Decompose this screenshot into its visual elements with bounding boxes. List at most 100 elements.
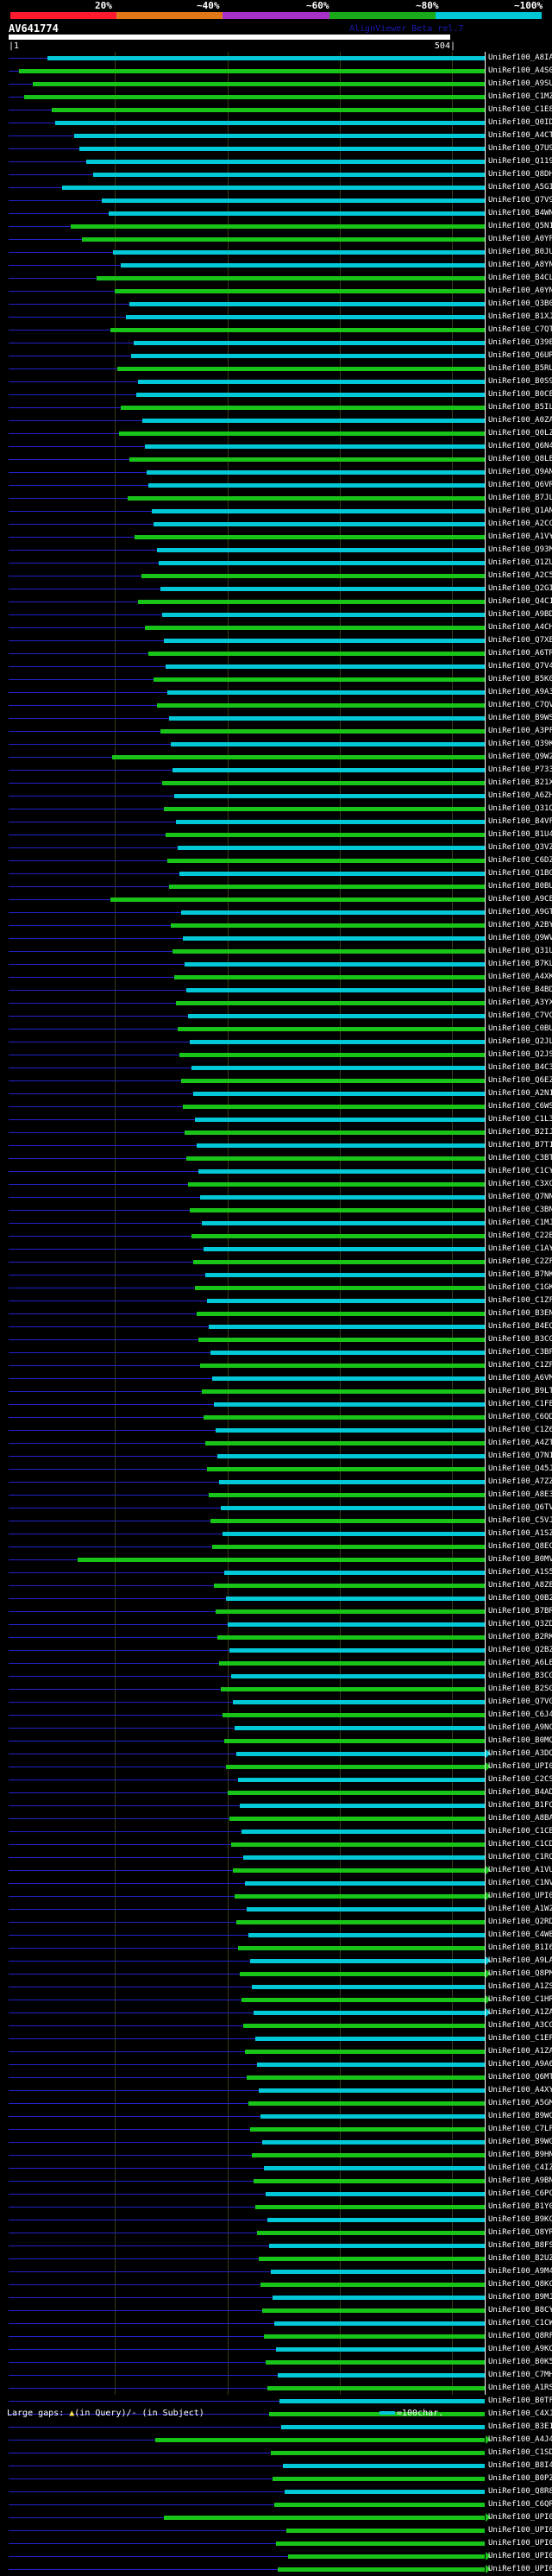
hit-bar[interactable]	[262, 2140, 485, 2145]
hit-accession-label[interactable]: UniRef100_Q8DHS5	[488, 170, 552, 179]
hit-row[interactable]: UniRef100_Q6TV44	[0, 1502, 552, 1515]
hit-bar[interactable]	[174, 975, 485, 979]
hit-bar[interactable]	[205, 1273, 485, 1277]
hit-bar[interactable]	[214, 1402, 485, 1407]
hit-bar[interactable]	[286, 2529, 485, 2533]
hit-bar[interactable]	[255, 2205, 485, 2209]
hit-row[interactable]: UniRef100_B5RUG3	[0, 362, 552, 375]
hit-row[interactable]: UniRef100_C1CY2A	[0, 1165, 552, 1178]
hit-row[interactable]: UniRef100_B5K0HL	[0, 673, 552, 686]
hit-row[interactable]: UniRef100_C1CDK6	[0, 1838, 552, 1851]
hit-bar[interactable]	[178, 1027, 485, 1031]
hit-accession-label[interactable]: UniRef100_A3PFX6	[488, 727, 552, 735]
hit-accession-label[interactable]: UniRef100_Q3ZDM9	[488, 1620, 552, 1628]
hit-accession-label[interactable]: UniRef100_B9HNK1	[488, 2151, 552, 2159]
hit-accession-label[interactable]: UniRef100_C0BUE2	[488, 1024, 552, 1033]
hit-accession-label[interactable]: UniRef100_C6J4N8	[488, 1710, 552, 1719]
hit-accession-label[interactable]: UniRef100_B0MVUK	[488, 1555, 552, 1564]
hit-accession-label[interactable]: UniRef100_B9WCM3	[488, 2112, 552, 2120]
hit-accession-label[interactable]: UniRef100_A6TR6	[488, 649, 552, 658]
hit-accession-label[interactable]: UniRef100_UPI000…	[488, 1762, 552, 1771]
hit-row[interactable]: UniRef100_A4ZT13	[0, 1437, 552, 1450]
hit-bar[interactable]	[164, 639, 485, 643]
hit-row[interactable]: UniRef100_Q39EY9	[0, 337, 552, 350]
hit-bar[interactable]	[176, 820, 485, 824]
hit-bar[interactable]	[157, 703, 485, 708]
hit-row[interactable]: UniRef100_C1ZPZ6S	[0, 1359, 552, 1372]
hit-row[interactable]: UniRef100_B9KCH4	[0, 2214, 552, 2226]
hit-row[interactable]: UniRef100_A8BAHVL	[0, 1812, 552, 1825]
hit-accession-label[interactable]: UniRef100_C7VCD1	[488, 1011, 552, 1020]
hit-row[interactable]: UniRef100_A4XK5A	[0, 971, 552, 984]
hit-bar[interactable]	[135, 535, 485, 539]
hit-bar[interactable]	[278, 2567, 485, 2572]
hit-bar[interactable]	[204, 1415, 485, 1420]
hit-accession-label[interactable]: UniRef100_UPI0001…	[488, 2526, 552, 2535]
hit-accession-label[interactable]: UniRef100_B4VFT2	[488, 817, 552, 826]
hit-row[interactable]: UniRef100_B1FQNI	[0, 1799, 552, 1812]
hit-row[interactable]: UniRef100_Q8LE99	[0, 453, 552, 466]
hit-accession-label[interactable]: UniRef100_A5GMZ5	[488, 2099, 552, 2107]
hit-accession-label[interactable]: UniRef100_C1NVA2	[488, 1879, 552, 1887]
hit-bar[interactable]	[186, 1156, 485, 1161]
hit-accession-label[interactable]: UniRef100_A8YNK4	[488, 261, 552, 269]
hit-row[interactable]: UniRef100_B0TFS2	[0, 2395, 552, 2408]
hit-accession-label[interactable]: UniRef100_C2CSYJ	[488, 1775, 552, 1784]
hit-accession-label[interactable]: UniRef100_A4XY31	[488, 2086, 552, 2094]
hit-accession-label[interactable]: UniRef100_Q6TV44	[488, 1503, 552, 1512]
hit-accession-label[interactable]: UniRef100_C4XJC8	[488, 2409, 552, 2418]
hit-accession-label[interactable]: UniRef100_B2RKS1	[488, 1633, 552, 1641]
hit-accession-label[interactable]: UniRef100_C1GK3L	[488, 1283, 552, 1292]
hit-accession-label[interactable]: UniRef100_C1CWH9	[488, 2319, 552, 2327]
hit-row[interactable]: UniRef100_Q7U9W1	[0, 142, 552, 155]
hit-bar[interactable]	[217, 1635, 485, 1640]
hit-accession-label[interactable]: UniRef100_A2CCU8	[488, 520, 552, 528]
hit-row[interactable]: UniRef100_Q3VZR1	[0, 841, 552, 854]
hit-row[interactable]: UniRef100_C3XC4K	[0, 1178, 552, 1191]
hit-bar[interactable]	[209, 1325, 485, 1329]
hit-accession-label[interactable]: UniRef100_Q9W2T1	[488, 753, 552, 761]
hit-row[interactable]: UniRef100_A6LBR2	[0, 1657, 552, 1670]
hit-accession-label[interactable]: UniRef100_C7MH9D	[488, 2371, 552, 2379]
hit-bar[interactable]	[110, 898, 485, 902]
hit-bar[interactable]	[159, 561, 485, 565]
hit-row[interactable]: UniRef100_A8YNK4	[0, 259, 552, 272]
hit-row[interactable]: UniRef100_C1NVA2	[0, 1877, 552, 1890]
hit-accession-label[interactable]: UniRef100_B21XV6	[488, 778, 552, 787]
hit-bar[interactable]	[248, 2101, 485, 2106]
hit-accession-label[interactable]: UniRef100_Q1AN62	[488, 507, 552, 515]
hit-accession-label[interactable]: UniRef100_B7KL66	[488, 960, 552, 968]
hit-row[interactable]: UniRef100_C4WEK5	[0, 1929, 552, 1942]
hit-bar[interactable]	[160, 587, 485, 591]
hit-accession-label[interactable]: UniRef100_Q6N4PF	[488, 442, 552, 450]
hit-row[interactable]: UniRef100_Q7V414	[0, 660, 552, 673]
hit-accession-label[interactable]: UniRef100_A1ZAJ5	[488, 2047, 552, 2056]
hit-accession-label[interactable]: UniRef100_Q9ANU5	[488, 468, 552, 476]
hit-bar[interactable]	[226, 1765, 485, 1769]
hit-bar[interactable]	[200, 1364, 485, 1368]
hit-bar[interactable]	[97, 276, 485, 280]
hit-bar[interactable]	[110, 328, 485, 332]
hit-row[interactable]: UniRef100_Q7VGB9	[0, 1696, 552, 1709]
hit-accession-label[interactable]: UniRef100_B5K0HL	[488, 675, 552, 683]
hit-accession-label[interactable]: UniRef100_Q8LE99	[488, 455, 552, 463]
hit-row[interactable]: UniRef100_A8E37H	[0, 1489, 552, 1502]
hit-bar[interactable]	[169, 885, 485, 889]
hit-accession-label[interactable]: UniRef100_A9BDR3	[488, 610, 552, 619]
hit-row[interactable]: UniRef100_Q6EZRn	[0, 1074, 552, 1087]
hit-accession-label[interactable]: UniRef100_B0BUY5	[488, 882, 552, 891]
hit-bar[interactable]	[113, 250, 485, 255]
hit-accession-label[interactable]: UniRef100_B4WN16	[488, 209, 552, 217]
hit-bar[interactable]	[233, 1700, 485, 1704]
hit-row[interactable]: UniRef100_UPI0000…	[0, 1890, 552, 1903]
hit-row[interactable]: UniRef100_Q9WVV3	[0, 932, 552, 945]
hit-row[interactable]: UniRef100_B0MQT8	[0, 1735, 552, 1748]
hit-bar[interactable]	[276, 2541, 485, 2546]
hit-row[interactable]: UniRef100_Q1ZUQ1	[0, 557, 552, 570]
hit-bar[interactable]	[162, 781, 485, 785]
hit-row[interactable]: UniRef100_Q7NN74	[0, 1191, 552, 1204]
hit-accession-label[interactable]: UniRef100_Q7V414	[488, 662, 552, 671]
hit-row[interactable]: UniRef100_Q8PM37	[0, 1968, 552, 1981]
hit-accession-label[interactable]: UniRef100_C1RQ5Q	[488, 1853, 552, 1861]
hit-accession-label[interactable]: UniRef100_C1CY2A	[488, 1167, 552, 1175]
